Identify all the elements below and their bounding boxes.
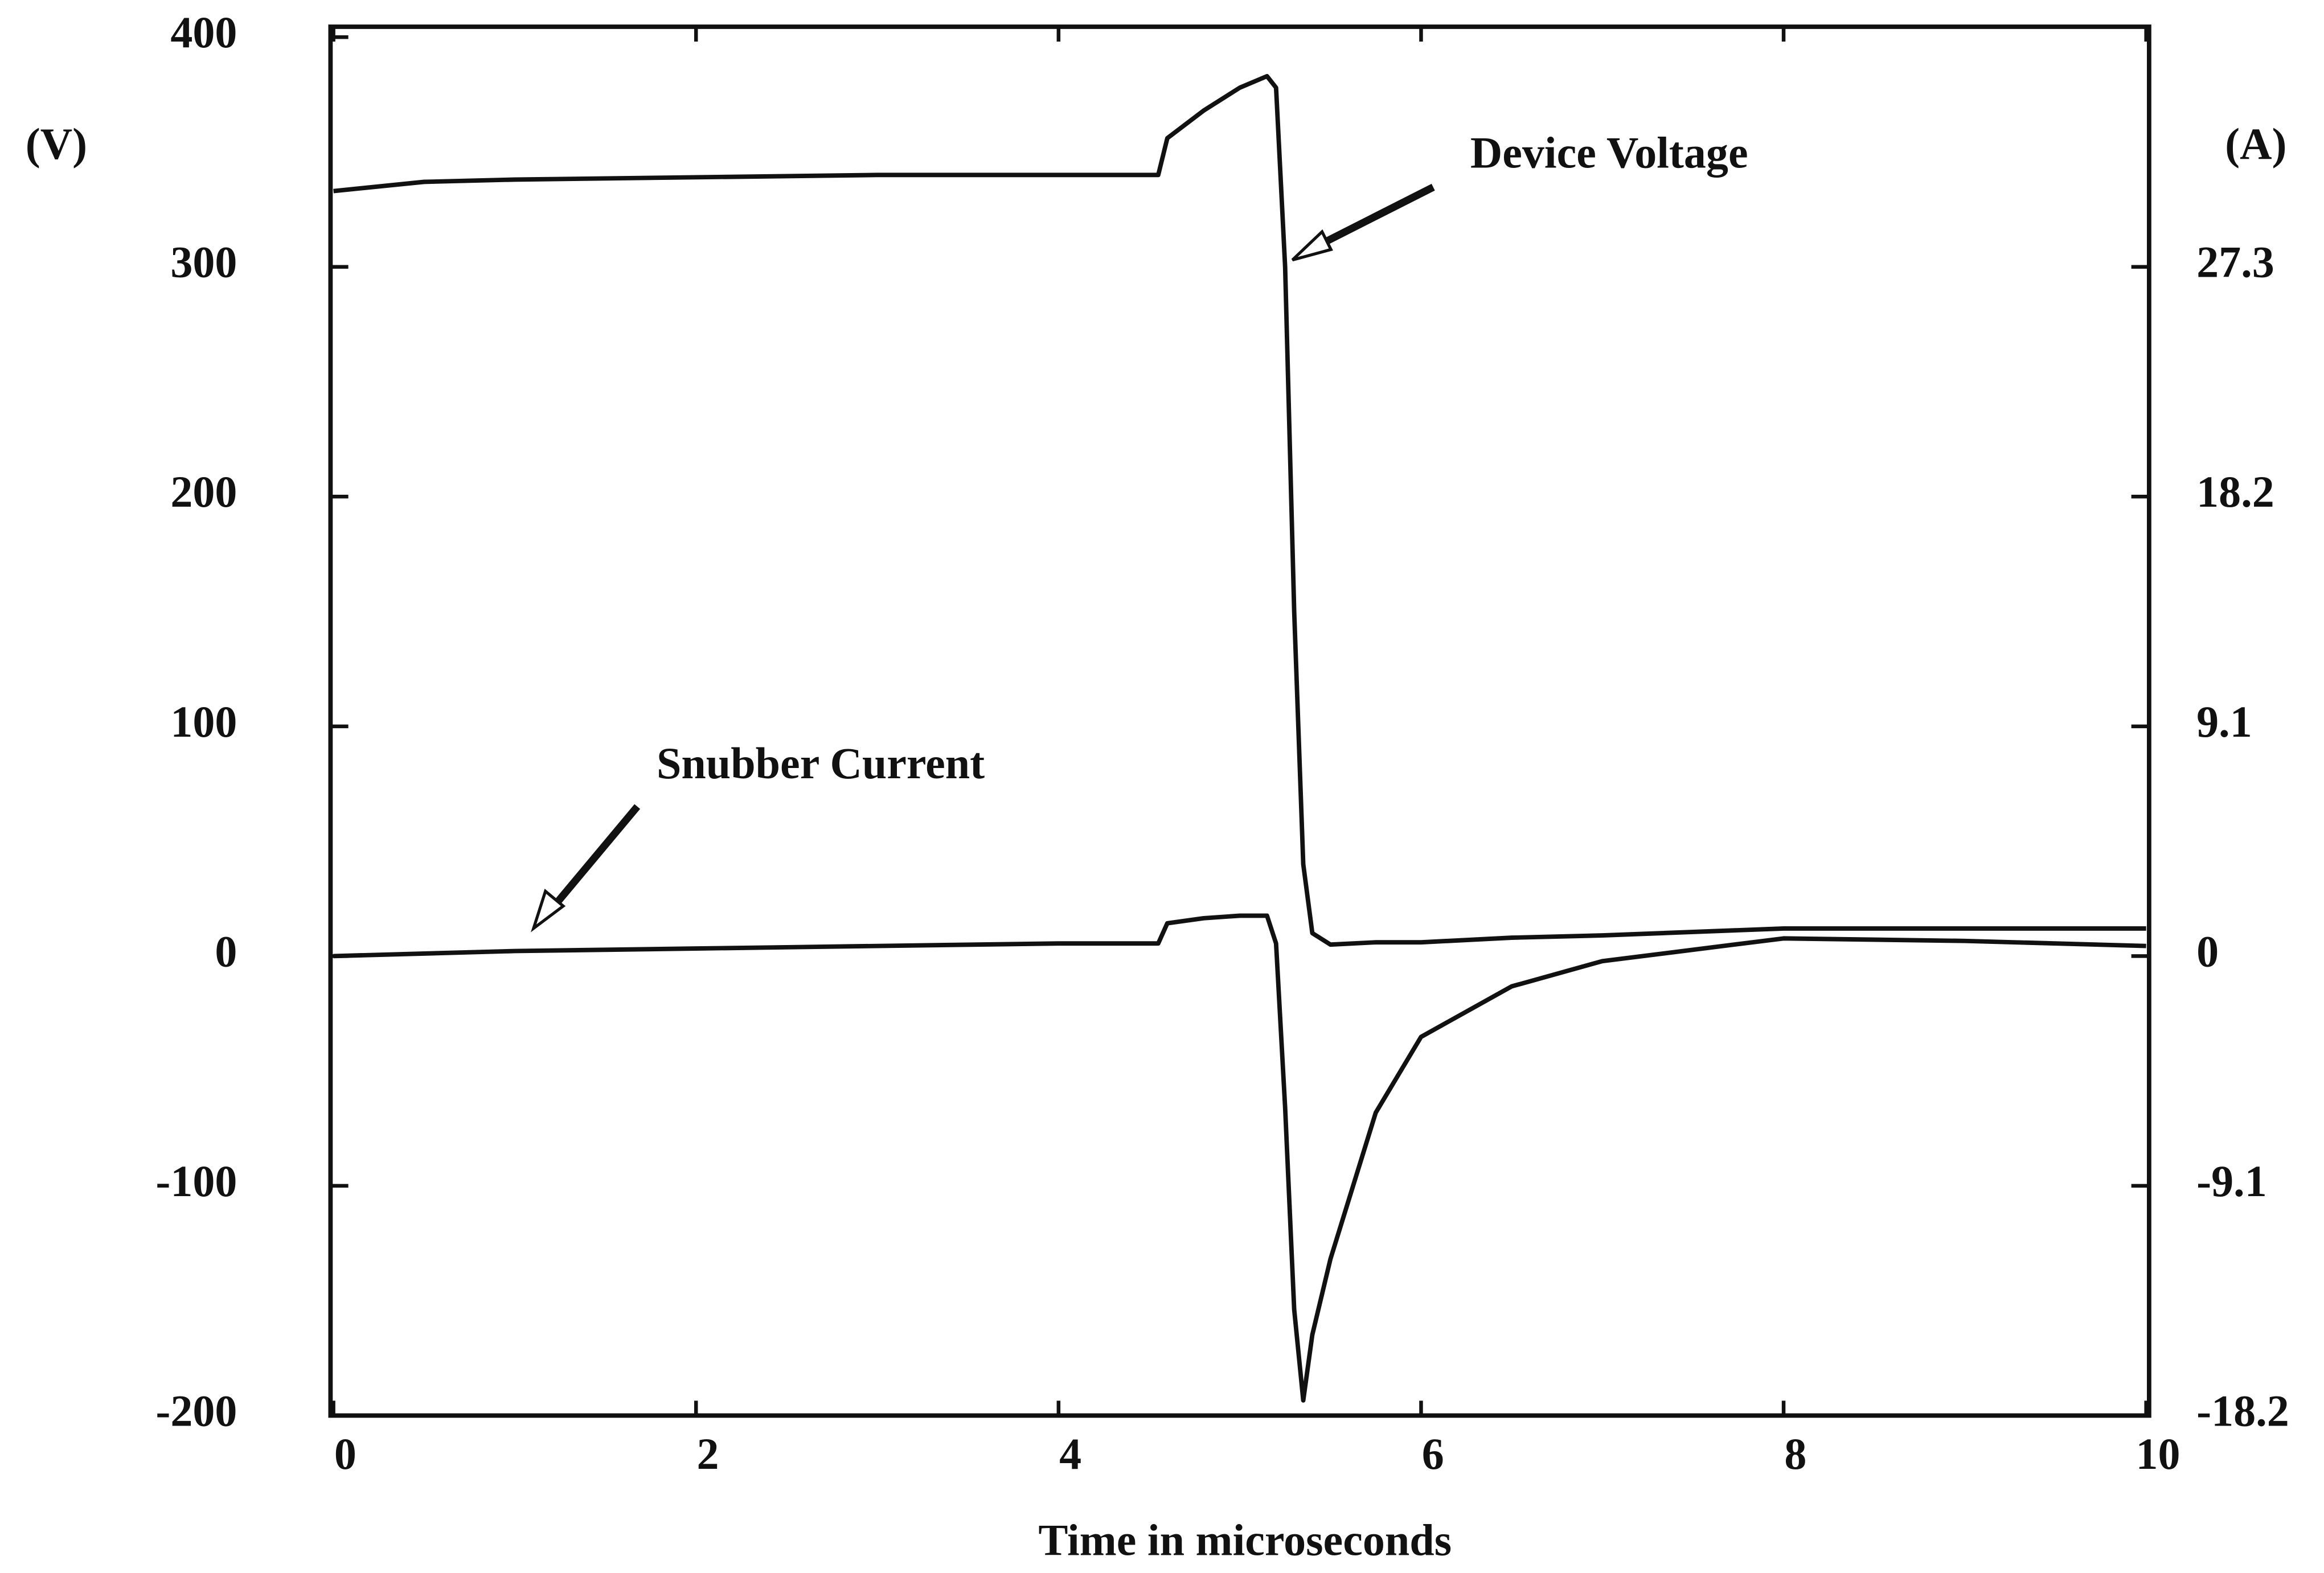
x-tick-label: 8 — [1784, 1429, 1806, 1478]
arrow-head — [1291, 229, 1333, 262]
y-tick-label: -100 — [155, 1156, 237, 1206]
annotation: Snubber Current — [657, 738, 985, 788]
x-tick-label: 0 — [334, 1429, 356, 1478]
y2-tick-label: 9.1 — [2196, 697, 2252, 746]
x-axis-label: Time in microseconds — [1038, 1515, 1452, 1564]
line-series — [333, 913, 2146, 1403]
line-series — [333, 73, 2146, 947]
annotation-arrows — [530, 183, 1435, 933]
arrow-head — [530, 888, 566, 933]
plot-frame — [328, 24, 2151, 1418]
y2-axis-label: (A) — [2225, 119, 2286, 169]
y-tick-label: -200 — [155, 1386, 237, 1435]
y2-tick-label: 0 — [2196, 926, 2219, 976]
x-tick-label: 6 — [1422, 1429, 1444, 1478]
x-tick-label: 4 — [1059, 1429, 1081, 1478]
y-tick-label: 400 — [170, 7, 237, 57]
y2-tick-label: -9.1 — [2196, 1156, 2267, 1206]
y-tick-label: 300 — [170, 237, 237, 287]
y2-tick-label: 18.2 — [2196, 467, 2274, 516]
y-axis-label: (V) — [26, 119, 87, 169]
y2-tick-label: 27.3 — [2196, 237, 2274, 287]
annotation: Device Voltage — [1470, 128, 1748, 177]
y-tick-label: 200 — [170, 467, 237, 516]
y-tick-label: 0 — [215, 926, 237, 976]
x-tick-label: 2 — [697, 1429, 719, 1478]
y2-tick-label: -18.2 — [2196, 1386, 2289, 1435]
y-tick-label: 100 — [170, 697, 237, 746]
arrow — [542, 804, 641, 919]
x-tick-label: 10 — [2136, 1429, 2180, 1478]
